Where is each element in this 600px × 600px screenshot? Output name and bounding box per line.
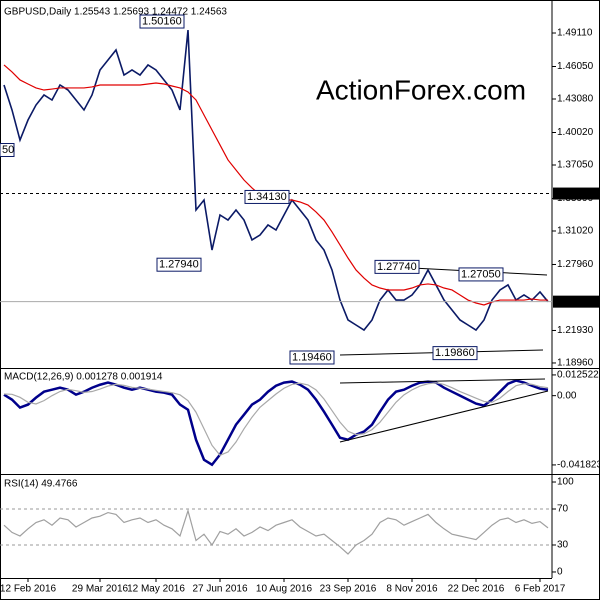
x-tick-label: 12 May 2016 (127, 584, 185, 595)
y-tick-label: 0.012522 (557, 370, 599, 381)
annotation-box (244, 189, 290, 204)
y-tick-label: 0.00 (557, 390, 577, 401)
y-tick-label: 100 (557, 477, 574, 488)
y-tick-label: 1.21930 (557, 325, 594, 336)
annotation-label: 1.34130 (247, 191, 287, 203)
annotation-label: 1.27740 (377, 261, 417, 273)
annotation-box (0, 143, 15, 157)
x-tick-label: 12 Feb 2016 (0, 584, 57, 595)
rsi-title: RSI(14) 49.4766 (4, 479, 78, 490)
label-layer: 1.34440 1.24563 1.50160 1.34130 1.27940 1.277… (0, 14, 599, 365)
x-tick-label: 8 Nov 2016 (386, 584, 438, 595)
annotation-box (139, 14, 185, 29)
annotation-box (156, 257, 202, 272)
annotation-label: 1.27940 (159, 259, 199, 271)
chart-title: GBPUSD,Daily 1.25543 1.25693 1.24472 1.2… (4, 7, 227, 18)
y-tick-label: 1.49110 (557, 28, 593, 39)
y-tick-label: 70 (557, 504, 569, 515)
annotation-box (289, 350, 335, 365)
annotation-label: 1.19860 (435, 347, 475, 359)
annotation-box (374, 259, 420, 274)
y-tick-label: 1.31020 (557, 226, 594, 237)
price-box-label: 1.24563 (556, 296, 593, 307)
annotation-box (458, 267, 504, 282)
x-tick-label: 22 Dec 2016 (448, 584, 505, 595)
y-tick-label: 1.46050 (557, 61, 594, 72)
y-tick-label: 0 (557, 567, 563, 578)
series-line (3, 508, 549, 555)
y-tick-label: 1.43080 (557, 94, 594, 105)
y-tick-label: 30 (557, 540, 569, 551)
price-box-label: 1.34440 (556, 188, 593, 199)
x-tick-label: 23 Sep 2016 (320, 584, 377, 595)
plot-layer: 1.491101.460501.430801.400201.370501.339… (0, 28, 600, 595)
macd-title: MACD(12,26,9) 0.001278 0.001914 (4, 372, 163, 383)
y-tick-label: 1.27960 (557, 259, 594, 270)
x-tick-label: 6 Feb 2017 (515, 584, 566, 595)
x-tick-label: 29 Mar 2016 (72, 584, 129, 595)
x-tick-label: 10 Aug 2016 (256, 584, 313, 595)
annotation-box (432, 346, 478, 361)
trend-line (339, 390, 549, 443)
annotation-label: 1.50160 (142, 15, 182, 27)
annotation-label: 1.19460 (292, 351, 332, 363)
series-line (3, 379, 549, 467)
annotation-label: 1.27050 (461, 268, 501, 280)
y-tick-label: -0.041823 (557, 460, 600, 471)
watermark: ActionForex.com (316, 74, 526, 105)
y-tick-label: 1.37050 (557, 160, 594, 171)
price-box (553, 295, 599, 308)
price-box (553, 187, 599, 200)
y-tick-label: 1.40020 (557, 127, 594, 138)
trend-line (339, 378, 546, 384)
y-tick-label: 1.18960 (557, 358, 594, 369)
series-line (3, 382, 549, 457)
annotation-label: 50 (2, 144, 14, 156)
x-tick-label: 27 Jun 2016 (192, 584, 247, 595)
